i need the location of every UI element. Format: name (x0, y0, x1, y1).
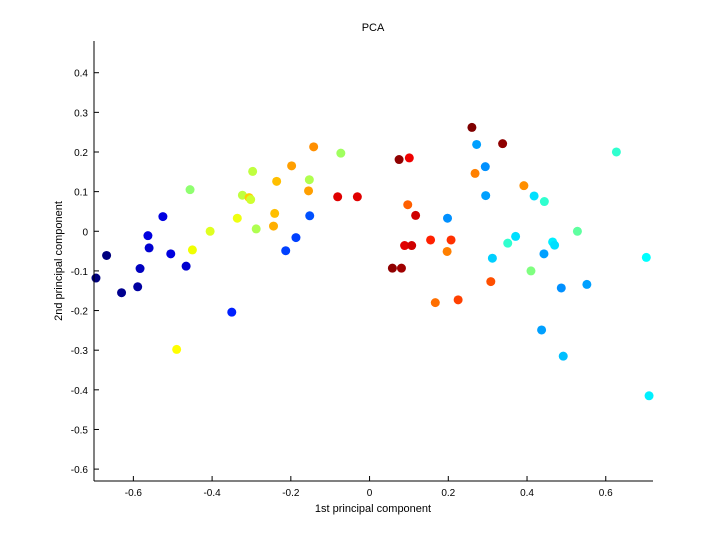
x-tick-label: 0 (367, 488, 373, 499)
y-tick-label: -0.1 (71, 267, 89, 278)
scatter-point (281, 246, 291, 256)
x-ticks: -0.6 -0.4 -0.2 0 0.2 0.4 0.6 (125, 476, 613, 499)
x-tick-label: -0.6 (125, 488, 143, 499)
scatter-point (166, 249, 176, 259)
scatter-point (426, 235, 436, 245)
scatter-point (269, 221, 279, 231)
scatter-point (486, 277, 496, 287)
scatter-point (187, 245, 197, 255)
scatter-point (539, 197, 549, 207)
x-axis-label: 1st principal component (315, 503, 431, 515)
scatter-point (539, 249, 549, 259)
scatter-point (526, 266, 536, 276)
scatter-point (352, 192, 362, 202)
x-tick-label: 0.2 (441, 488, 455, 499)
scatter-point (336, 148, 346, 158)
scatter-point (185, 185, 195, 195)
scatter-point (467, 122, 477, 132)
scatter-point (641, 252, 651, 262)
scatter-point (550, 240, 560, 250)
y-tick-label: 0.1 (74, 188, 88, 199)
y-tick-label: 0.2 (74, 148, 88, 159)
scatter-point (407, 241, 417, 251)
scatter-point (143, 231, 153, 241)
scatter-point (251, 224, 261, 234)
y-tick-label: 0.4 (74, 69, 88, 80)
scatter-point (511, 231, 521, 241)
scatter-point (248, 166, 258, 176)
scatter-point (644, 391, 654, 401)
axes (93, 41, 653, 482)
scatter-point (442, 246, 452, 256)
scatter-point (394, 155, 404, 165)
scatter-point (287, 161, 297, 171)
x-tick-label: -0.2 (282, 488, 300, 499)
scatter-point (135, 264, 145, 274)
chart-title: PCA (362, 22, 385, 34)
scatter-point (396, 263, 406, 273)
scatter-point (498, 139, 508, 149)
scatter-point (611, 147, 621, 157)
scatter-point (205, 226, 215, 236)
y-tick-label: -0.3 (71, 346, 89, 357)
scatter-point (480, 162, 490, 172)
scatter-point (291, 233, 301, 243)
scatter-point (404, 153, 414, 163)
x-tick-label: 0.6 (599, 488, 613, 499)
points-layer (91, 122, 654, 401)
scatter-point (529, 191, 539, 201)
scatter-point (472, 139, 482, 149)
scatter-point (91, 273, 101, 283)
scatter-point (158, 212, 168, 222)
y-tick-label: -0.2 (71, 307, 89, 318)
scatter-point (443, 213, 453, 223)
y-tick-label: -0.5 (71, 425, 89, 436)
scatter-point (487, 253, 497, 263)
scatter-point (181, 261, 191, 271)
scatter-point (411, 210, 421, 220)
scatter-point (227, 307, 237, 317)
scatter-point (333, 192, 343, 202)
scatter-point (400, 241, 410, 251)
scatter-point (537, 325, 547, 335)
scatter-point (304, 186, 314, 196)
scatter-point (246, 195, 256, 205)
scatter-point (519, 181, 529, 191)
scatter-point (304, 175, 314, 185)
scatter-point (172, 344, 182, 354)
scatter-point (453, 295, 463, 305)
scatter-point (481, 191, 491, 201)
scatter-point (470, 168, 480, 178)
x-tick-label: 0.4 (520, 488, 534, 499)
scatter-point (272, 176, 282, 186)
scatter-point (305, 211, 315, 221)
scatter-point (572, 226, 582, 236)
scatter-point (556, 283, 566, 293)
y-axis-label: 2nd principal component (53, 201, 65, 321)
scatter-point (503, 238, 513, 248)
scatter-point (117, 288, 127, 298)
scatter-point (133, 282, 143, 292)
scatter-point (144, 243, 154, 253)
scatter-point (430, 298, 440, 308)
y-tick-label: -0.4 (71, 386, 89, 397)
scatter-point (558, 351, 568, 361)
scatter-point (403, 200, 413, 210)
scatter-point (270, 208, 280, 218)
y-tick-label: 0.3 (74, 108, 88, 119)
y-tick-label: 0 (82, 227, 88, 238)
scatter-point (232, 213, 242, 223)
scatter-point (309, 142, 319, 152)
y-ticks: -0.6 -0.5 -0.4 -0.3 -0.2 -0.1 0 0.1 0.2 0.3 0.4 (71, 69, 99, 476)
scatter-point (582, 279, 592, 289)
scatter-point (387, 263, 397, 273)
scatter-point (446, 235, 456, 245)
x-tick-label: -0.4 (203, 488, 221, 499)
scatter-point (102, 250, 112, 260)
y-tick-label: -0.6 (71, 465, 89, 476)
